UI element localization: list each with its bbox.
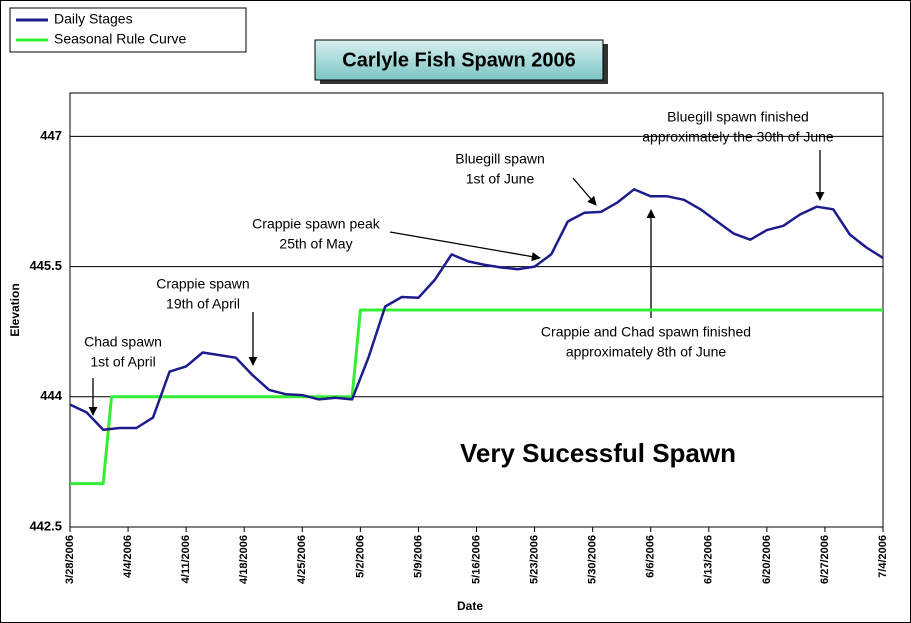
x-tick-label: 6/13/2006 — [703, 535, 715, 584]
annotation: Bluegill spawn — [455, 151, 545, 167]
annotation: Crappie spawn — [156, 276, 249, 292]
annotation: Chad spawn — [84, 334, 162, 350]
series-line — [69, 188, 884, 432]
y-axis-label: Elevation — [8, 283, 22, 336]
legend-label: Seasonal Rule Curve — [54, 31, 187, 47]
y-tick-label: 444 — [40, 388, 62, 403]
x-tick-label: 7/4/2006 — [877, 535, 889, 578]
x-tick-label: 4/11/2006 — [180, 535, 192, 583]
annotation: Crappie and Chad spawn finished — [541, 324, 751, 340]
x-tick-label: 5/9/2006 — [412, 535, 424, 578]
title-box — [314, 39, 604, 81]
y-tick-label: 442.5 — [29, 518, 62, 533]
legend-label: Daily Stages — [54, 11, 133, 27]
annotation: 19th of April — [166, 296, 240, 312]
annotation: 1st of June — [466, 171, 535, 187]
series-line — [70, 308, 883, 486]
annotation: Very Sucessful Spawn — [460, 438, 736, 468]
x-tick-label: 5/30/2006 — [587, 535, 599, 584]
x-tick-label: 4/4/2006 — [122, 535, 134, 578]
x-tick-label: 4/18/2006 — [238, 535, 250, 584]
legend — [9, 7, 247, 53]
annotation: 25th of May — [279, 236, 352, 252]
x-tick-label: 6/6/2006 — [645, 535, 657, 578]
annotation: 1st of April — [90, 354, 155, 370]
annotation: Crappie spawn peak — [252, 216, 381, 232]
x-tick-label: 5/23/2006 — [528, 535, 540, 584]
x-tick-label: 5/16/2006 — [470, 535, 482, 584]
annotation: approximately 8th of June — [566, 344, 727, 360]
chart-title: Carlyle Fish Spawn 2006 — [342, 49, 575, 71]
x-tick-label: 5/2/2006 — [354, 535, 366, 578]
y-tick-label: 447 — [40, 128, 62, 143]
annotation: approximately the 30th of June — [642, 129, 834, 145]
x-tick-label: 6/27/2006 — [819, 535, 831, 584]
y-tick-label: 445.5 — [29, 258, 62, 273]
arrows — [88, 150, 825, 416]
annotation: Bluegill spawn finished — [667, 109, 809, 125]
x-tick-label: 4/25/2006 — [296, 535, 308, 584]
x-tick-label: 3/28/2006 — [64, 535, 76, 584]
x-tick-label: 6/20/2006 — [761, 535, 773, 584]
x-axis-label: Date — [457, 599, 483, 613]
